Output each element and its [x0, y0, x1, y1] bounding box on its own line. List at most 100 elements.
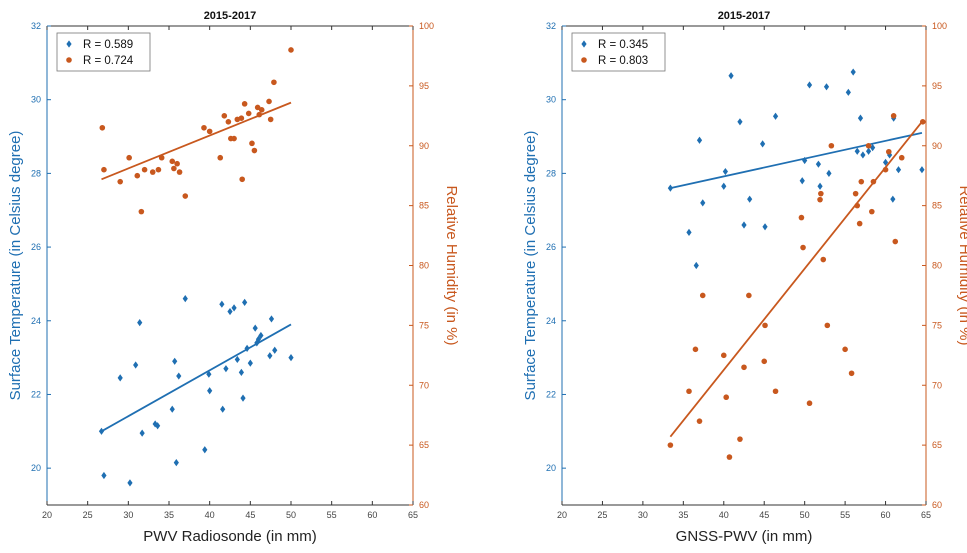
temperature-point: [254, 339, 260, 347]
x-tick-label: 45: [245, 510, 255, 520]
humidity-point: [206, 128, 213, 135]
humidity-point: [720, 352, 727, 359]
temperature-point: [244, 344, 250, 353]
humidity-point: [239, 176, 245, 183]
left-y-axis-label: Surface Temperature (in Celsius degree): [7, 131, 24, 401]
humidity-point: [800, 244, 806, 251]
legend-label: R = 0.589: [83, 39, 133, 51]
temperature-point: [747, 195, 753, 203]
humidity-point: [762, 322, 768, 329]
left-y-tick-label: 30: [546, 95, 556, 105]
left-y-tick-label: 22: [546, 389, 556, 399]
humidity-point: [182, 193, 189, 199]
left-y-tick-label: 26: [31, 242, 41, 252]
right-y-tick-label: 100: [419, 21, 434, 31]
left-y-tick-label: 20: [546, 463, 556, 473]
humidity-point: [238, 115, 245, 122]
temperature-point: [857, 114, 864, 122]
chart-title: 2015-2017: [204, 10, 257, 22]
x-tick-label: 30: [123, 510, 133, 520]
temperature-fit-line: [101, 323, 292, 433]
legend-label: R = 0.345: [598, 39, 648, 51]
humidity-point: [858, 178, 865, 185]
temperature-point: [721, 182, 727, 190]
temperature-point: [223, 365, 229, 373]
temperature-point: [667, 184, 673, 192]
humidity-point: [101, 166, 107, 173]
x-tick-label: 20: [42, 510, 52, 520]
temperature-point: [176, 372, 182, 380]
humidity-point: [221, 113, 228, 119]
x-tick-label: 65: [408, 510, 418, 520]
humidity-point: [737, 436, 743, 442]
temperature-point: [772, 112, 779, 120]
temperature-point: [240, 394, 246, 402]
humidity-point: [256, 111, 263, 118]
temperature-point: [815, 160, 822, 168]
legend-box: [56, 32, 151, 72]
legend-box: [571, 32, 666, 72]
right-y-tick-label: 75: [419, 320, 429, 330]
legend-marker-circle: [581, 57, 587, 63]
humidity-point: [251, 147, 258, 154]
humidity-point: [271, 79, 277, 86]
temperature-point: [267, 352, 273, 360]
humidity-point: [176, 169, 183, 175]
humidity-point: [870, 178, 877, 185]
x-tick-label: 60: [367, 510, 377, 520]
humidity-point: [667, 442, 674, 448]
temperature-fit-line: [670, 131, 923, 190]
right-y-tick-label: 70: [932, 380, 942, 390]
temperature-point: [272, 346, 278, 354]
temperature-point: [258, 331, 264, 340]
temperature-point: [252, 324, 258, 332]
humidity-point: [126, 154, 132, 161]
temperature-point: [101, 471, 107, 480]
temperature-point: [173, 459, 179, 467]
left-y-tick-label: 32: [546, 21, 556, 31]
humidity-point: [824, 322, 831, 329]
temperature-point: [234, 355, 240, 364]
humidity-point: [852, 190, 859, 197]
temperature-point: [172, 357, 178, 365]
legend-marker-diamond: [66, 40, 72, 48]
temperature-point: [741, 221, 747, 229]
humidity-point: [149, 169, 156, 175]
humidity-point: [882, 166, 889, 173]
right-y-tick-label: 80: [419, 261, 429, 271]
temperature-point: [802, 156, 808, 165]
temperature-point: [760, 140, 766, 148]
temperature-point: [686, 228, 692, 236]
x-tick-label: 60: [881, 510, 891, 520]
humidity-point: [869, 208, 875, 215]
right-y-tick-label: 80: [932, 261, 942, 271]
right-y-tick-label: 95: [419, 81, 429, 91]
temperature-point: [870, 143, 876, 152]
humidity-point: [258, 107, 265, 113]
humidity-point: [254, 104, 261, 111]
temperature-point: [693, 261, 699, 270]
humidity-point: [288, 47, 294, 53]
humidity-fit-line: [669, 121, 923, 438]
temperature-point: [865, 147, 872, 155]
humidity-fit-line: [101, 101, 292, 181]
humidity-point: [138, 208, 145, 215]
temperature-point: [696, 136, 703, 144]
legend-marker-circle: [66, 57, 72, 63]
humidity-point: [134, 172, 141, 179]
right-y-tick-label: 65: [932, 440, 942, 450]
humidity-point: [828, 142, 835, 149]
x-tick-label: 40: [205, 510, 215, 520]
temperature-point: [722, 167, 728, 176]
humidity-point: [699, 292, 706, 299]
temperature-point: [268, 315, 275, 323]
humidity-point: [155, 166, 162, 173]
humidity-point: [848, 370, 855, 377]
temperature-point: [850, 68, 856, 76]
temperature-point: [762, 223, 768, 231]
chart-left-panel: 20 25 30 35 40 45 50 55 60 6520222426283032606570…: [7, 10, 460, 545]
humidity-point: [798, 214, 805, 221]
temperature-point: [231, 304, 237, 312]
left-y-tick-label: 28: [31, 168, 41, 178]
